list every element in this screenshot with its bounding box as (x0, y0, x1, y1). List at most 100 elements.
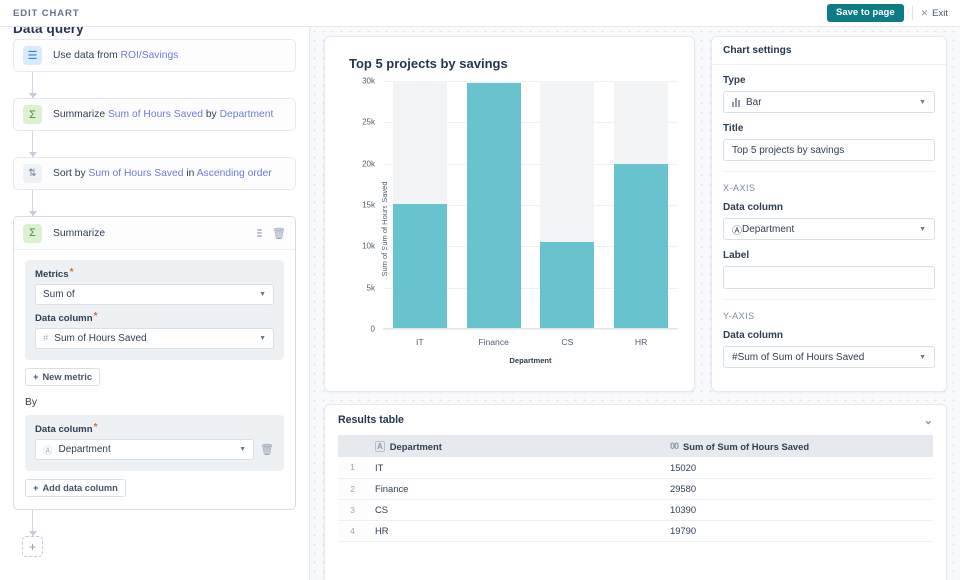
number-column-icon: # (732, 351, 738, 363)
top-bar: EDIT CHART Save to page ✕ Exit (0, 0, 960, 27)
add-data-column-label: Add data column (42, 483, 118, 493)
number-column-icon: 00 (670, 440, 679, 451)
chevron-down-icon: ▼ (919, 98, 926, 106)
x-tick-label: IT (416, 337, 424, 347)
x-data-column-label: Data column (723, 202, 784, 213)
divider (911, 6, 913, 20)
cell-sum: 10390 (662, 499, 933, 521)
query-step-sort[interactable]: ⇅ Sort by Sum of Hours Saved in Ascendin… (13, 157, 296, 190)
by-data-column-label: Data column * (35, 422, 98, 436)
y-data-column-value: Sum of Sum of Hours Saved (737, 351, 865, 363)
summarize-card-body: Metrics * Sum of ▼ Data column * # Sum of … (14, 250, 295, 509)
sort-icon: ⇅ (23, 164, 42, 183)
summarize-card-title: Summarize (53, 227, 106, 239)
bar[interactable] (614, 164, 669, 328)
sort-column-link[interactable]: Sum of Hours Saved (88, 168, 184, 179)
by-data-column-value: Department (58, 444, 111, 455)
metrics-label: Metrics * (35, 267, 74, 281)
new-metric-button[interactable]: + New metric (25, 368, 101, 386)
new-metric-label: New metric (42, 372, 93, 382)
chart-settings-panel: Chart settings Type Bar ▼ Title Top 5 pr… (711, 36, 947, 392)
data-query-heading: Data query (13, 27, 84, 36)
table-row[interactable]: 2 Finance 29580 (338, 478, 933, 500)
trash-icon[interactable]: 🗑 (260, 444, 274, 456)
metrics-aggregate-select[interactable]: Sum of ▼ (35, 284, 274, 305)
x-label-input[interactable] (723, 266, 935, 289)
table-row[interactable]: 1 IT 15020 (338, 457, 933, 479)
cell-department: CS (367, 499, 662, 521)
query-step-summarize-collapsed[interactable]: Σ Summarize Sum of Hours Saved by Depart… (13, 98, 296, 131)
results-table-wrap: A Department 00 Sum of Sum of Hours Saved … (325, 435, 946, 542)
x-tick-label: HR (634, 337, 648, 347)
chart-title-input[interactable]: Top 5 projects by savings (723, 139, 935, 161)
type-label: Type (723, 75, 746, 86)
y-data-column-label: Data column (723, 330, 784, 341)
chevron-down-icon: ▼ (919, 353, 926, 361)
by-label: By (25, 397, 38, 408)
gridline (383, 205, 678, 206)
bar[interactable] (466, 83, 521, 328)
exit-button[interactable]: ✕ Exit (921, 8, 948, 19)
data-source-link[interactable]: ROI/Savings (120, 50, 179, 61)
add-step-button[interactable]: + (22, 536, 43, 557)
column-header-department[interactable]: A Department (367, 435, 662, 457)
gridline (383, 122, 678, 124)
query-step-list: ☰ Use data from ROI/Savings Σ Summarize … (13, 39, 296, 557)
bar-cell (383, 81, 457, 328)
x-data-column-select[interactable]: Ⓐ Department ▼ (723, 218, 935, 240)
summarize-card-header[interactable]: Σ Summarize 🗑 (14, 217, 295, 250)
x-axis-ticks: IT Finance CS HR (383, 337, 678, 347)
chevron-down-icon: ▼ (259, 335, 266, 342)
summarize-metric-link[interactable]: Sum of Hours Saved (107, 109, 203, 120)
chart-type-value: Bar (746, 96, 762, 108)
chevron-down-icon: ▼ (919, 225, 926, 233)
results-table-panel: Results table ⌄ A Department 00 Sum of Sum… (324, 404, 947, 580)
results-table-header[interactable]: Results table ⌄ (325, 405, 946, 435)
top-bar-actions: Save to page ✕ Exit (827, 4, 960, 22)
step-connector (29, 190, 37, 216)
y-tick-label: 10k (362, 241, 375, 251)
column-header-sum[interactable]: 00 Sum of Sum of Hours Saved (662, 435, 933, 457)
cell-department: HR (367, 520, 662, 542)
metrics-data-column-value: Sum of Hours Saved (54, 333, 147, 344)
row-index: 3 (338, 499, 367, 521)
results-table: A Department 00 Sum of Sum of Hours Saved … (338, 435, 933, 542)
results-table-body: 1 IT 15020 2 Finance 29580 3 CS 10390 4 HR 19790 (338, 457, 933, 542)
row-index: 2 (338, 478, 367, 500)
plus-icon: + (33, 372, 39, 382)
metrics-data-column-select[interactable]: # Sum of Hours Saved ▼ (35, 328, 274, 349)
trash-icon[interactable]: 🗑 (272, 227, 286, 240)
y-tick-label: 5k (366, 283, 375, 293)
table-row[interactable]: 3 CS 10390 (338, 499, 933, 521)
bar[interactable] (392, 203, 447, 328)
y-data-column-select[interactable]: # Sum of Sum of Hours Saved ▼ (723, 346, 935, 368)
save-to-page-button[interactable]: Save to page (827, 4, 904, 22)
chevron-down-icon: ▼ (259, 291, 266, 298)
query-step-use-data[interactable]: ☰ Use data from ROI/Savings (13, 39, 296, 72)
chart-type-select[interactable]: Bar ▼ (723, 91, 935, 113)
row-index: 4 (338, 520, 367, 542)
summarize-step-card: Σ Summarize 🗑 Metrics * Sum of ▼ (13, 216, 296, 510)
chevron-down-icon[interactable]: ⌄ (923, 414, 933, 427)
cell-sum: 29580 (662, 478, 933, 500)
add-data-column-button[interactable]: + Add data column (25, 479, 126, 497)
query-step-label: Use data from ROI/Savings (53, 50, 179, 61)
sort-order-link[interactable]: Ascending order (196, 168, 272, 179)
plus-icon: + (33, 483, 39, 493)
bar[interactable] (540, 242, 595, 328)
cell-department: Finance (367, 478, 662, 500)
results-table-heading: Results table (338, 414, 404, 426)
summarize-group-link[interactable]: Department (219, 109, 274, 120)
data-query-pane: Data query ☰ Use data from ROI/Savings Σ… (0, 27, 309, 580)
drag-handle-icon[interactable] (257, 229, 263, 237)
group-by-group: Data column * Ⓐ Department ▼ 🗑 (25, 415, 284, 471)
preview-canvas: Top 5 projects by savings Sum of Sum of … (309, 27, 960, 580)
x-data-column-value: Department (742, 223, 795, 235)
y-axis-ticks: 0 5k 10k 15k 20k 25k 30k (349, 77, 379, 334)
y-tick-label: 15k (362, 200, 375, 210)
metrics-data-column-label: Data column * (35, 311, 98, 325)
gridline (383, 246, 678, 248)
table-row[interactable]: 4 HR 19790 (338, 520, 933, 542)
x-tick-label: Finance (478, 337, 509, 347)
by-data-column-select[interactable]: Ⓐ Department ▼ (35, 439, 255, 460)
